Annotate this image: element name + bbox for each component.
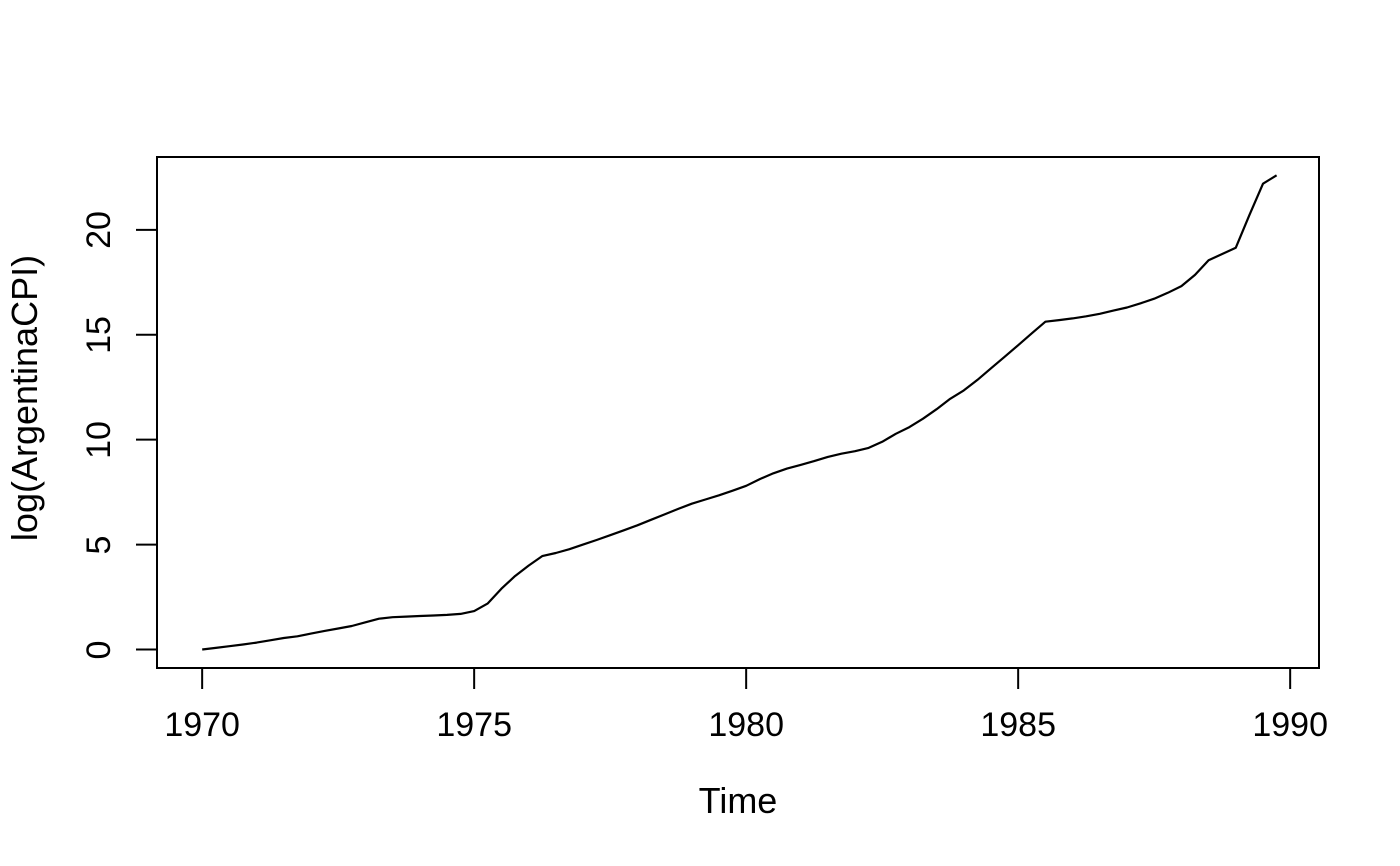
x-axis-title: Time — [698, 780, 778, 821]
y-tick-label: 15 — [80, 315, 118, 354]
y-tick-label: 20 — [80, 210, 118, 249]
y-tick-label: 0 — [80, 640, 118, 659]
x-tick-label: 1975 — [436, 706, 512, 744]
x-tick-label: 1990 — [1252, 706, 1328, 744]
series-line — [202, 174, 1278, 651]
y-axis-title: log(ArgentinaCPI) — [4, 254, 45, 542]
x-tick-label: 1980 — [708, 706, 784, 744]
y-tick-label: 5 — [80, 535, 118, 555]
x-tick-label: 1970 — [164, 706, 240, 744]
plot-box — [156, 156, 1320, 669]
y-tick-label: 10 — [80, 420, 118, 459]
x-tick-label: 1985 — [980, 706, 1056, 744]
